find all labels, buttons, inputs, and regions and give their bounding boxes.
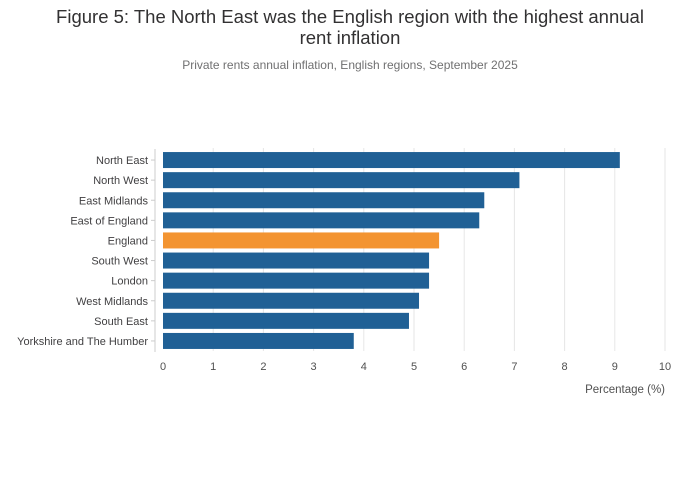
x-tick-label: 9 — [612, 361, 618, 373]
bar-london[interactable] — [163, 272, 430, 289]
bar-yorkshire-and-the-humber[interactable] — [163, 332, 354, 349]
category-label: East Midlands — [79, 195, 149, 207]
bar-north-west[interactable] — [163, 172, 520, 189]
x-tick-label: 5 — [411, 361, 417, 373]
bar-east-of-england[interactable] — [163, 212, 480, 229]
chart-title-line-1: Figure 5: The North East was the English… — [56, 6, 644, 27]
bar-west-midlands[interactable] — [163, 292, 420, 309]
x-tick-label: 8 — [562, 361, 568, 373]
chart-title: Figure 5: The North East was the English… — [0, 6, 700, 48]
x-tick-label: 6 — [461, 361, 467, 373]
x-tick-labels: 0 1 2 3 4 5 6 7 8 9 10 — [160, 361, 671, 373]
bars — [163, 152, 620, 349]
bar-england[interactable] — [163, 232, 440, 249]
category-labels: North East North West East Midlands East of… — [17, 155, 148, 348]
bar-south-west[interactable] — [163, 252, 430, 269]
x-axis-title: Percentage (%) — [585, 384, 665, 396]
x-tick-label: 10 — [659, 361, 671, 373]
x-tick-label: 2 — [260, 361, 266, 373]
x-tick-label: 0 — [160, 361, 166, 373]
category-label: South West — [91, 256, 148, 268]
category-label: England — [108, 235, 148, 247]
category-label: South East — [94, 316, 148, 328]
category-label: North West — [93, 175, 148, 187]
bar-south-east[interactable] — [163, 312, 409, 329]
bar-east-midlands[interactable] — [163, 192, 485, 209]
bar-north-east[interactable] — [163, 152, 620, 169]
chart-subtitle: Private rents annual inflation, English … — [182, 58, 518, 72]
category-label: East of England — [70, 215, 148, 227]
category-label: West Midlands — [76, 296, 148, 308]
category-label: London — [111, 276, 148, 288]
x-tick-label: 3 — [311, 361, 317, 373]
category-label: North East — [96, 155, 148, 167]
chart-title-line-2: rent inflation — [299, 27, 401, 48]
x-tick-label: 4 — [361, 361, 367, 373]
x-tick-label: 7 — [511, 361, 517, 373]
category-label: Yorkshire and The Humber — [17, 336, 148, 348]
x-tick-label: 1 — [210, 361, 216, 373]
